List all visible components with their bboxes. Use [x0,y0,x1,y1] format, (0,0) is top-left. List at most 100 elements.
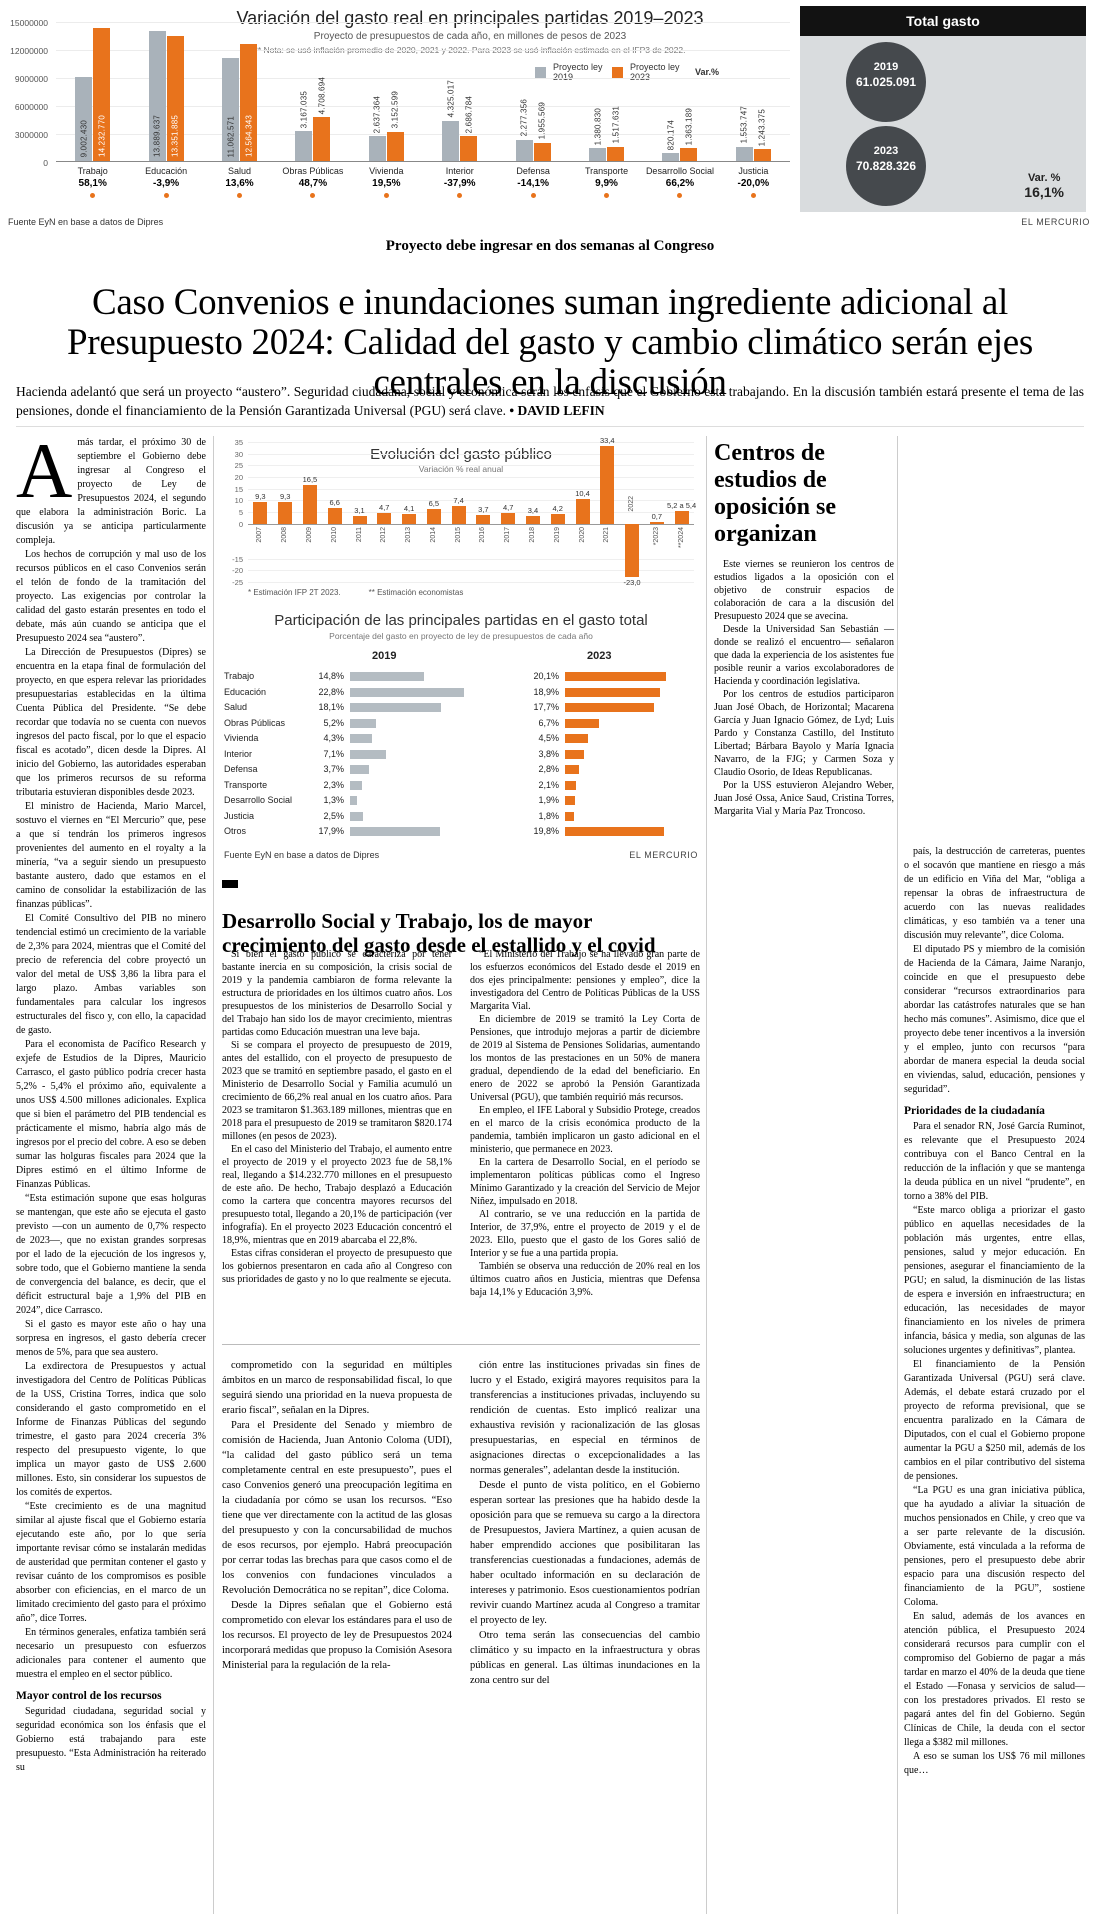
bar-cell: 820.174 [662,22,680,161]
bar-group: 2.637.364 3.152.599 [350,22,423,161]
value-label: 6,6 [329,498,340,508]
category-cell: Desarrollo Social 66,2% [643,166,716,198]
var-dot-icon [677,193,683,198]
paragraph: Desde la Universidad San Sebastián —dond… [714,624,894,687]
bar-2023 [93,28,111,161]
bar-2019 [350,749,386,759]
value-label: 7,4 [453,496,464,506]
byline: • DAVID LEFIN [509,403,605,418]
legend-label-var: Var.% [695,67,720,77]
gridline [56,22,790,23]
bar-2019 [368,136,386,161]
gridline [56,106,790,107]
paragraph: El diputado PS y miembro de la comisión … [904,944,1085,1095]
value-label: 3.152.599 [390,91,400,129]
var-dot-icon [310,193,316,198]
paragraph: A eso se suman los US$ 76 mil millones q… [904,1751,1085,1776]
var-percent: 66,2% [665,178,695,189]
bar-2019 [350,718,376,728]
top-chart-subtitle: Proyecto de presupuestos de cada año, en… [313,31,627,42]
source-note: Fuente EyN en base a datos de Dipres [8,217,164,227]
x-tick-label: 2008 [281,526,289,543]
legend-swatch-2023-icon [612,66,623,78]
gridline [248,453,694,455]
gridline [248,582,694,583]
participation-header-2019: 2019 [372,650,397,662]
x-tick-label: *2023 [652,526,660,545]
value-label: 16,5 [302,475,318,485]
sidebar-headline: Centros de estudios de oposición se orga… [714,440,837,547]
paragraph: país, la destrucción de carreteras, puen… [904,846,1085,941]
bar-cell: 4.325.017 [442,22,460,161]
value-label: 3,1 [354,506,365,516]
value-label: 4,1 [403,504,415,514]
legend-label-2023: Proyecto ley 2023 [630,62,680,82]
category-label: Salud [228,166,252,176]
value-label: 1.243.375 [757,109,767,147]
bar-group: 4.325.017 2.686.784 [423,22,496,161]
value-label: 3,4 [527,505,539,515]
bar-2023 [565,796,575,805]
bar-cell: 2.277.356 [515,22,533,161]
value-2019: 22,8% [318,686,344,697]
bar-2010 [327,508,342,524]
bar-cell: 13.351.885 [166,22,184,161]
y-tick-label: 35 [234,438,243,447]
table-row: Educación 22,8% 18,9% [222,684,700,700]
bar-2019 [442,120,460,161]
value-label: 13.889.637 [152,114,162,157]
category-label: Justicia [224,810,255,821]
footnote-1: * Estimación IFP 2T 2023. [248,588,341,597]
bar-2023 [313,117,331,161]
value-label: 4,7 [502,502,514,512]
bar-2023 [565,718,599,728]
value-2019: 7,1% [323,748,344,759]
bar-2019 [515,139,533,161]
article-column-5: país, la destrucción de carreteras, puen… [904,845,1085,1778]
table-row: Defensa 3,7% 2,8% [222,761,700,777]
y-tick-label: 30 [234,449,243,459]
total-2023-year: 2023 [873,145,899,157]
value-label: 1.380.830 [593,107,603,146]
value-label: 2.686.784 [464,95,474,133]
value-2019: 4,3% [323,733,344,743]
top-chart-plot: 9.002.430 14.232.770 13.889.637 13.351.885 1… [56,22,790,162]
total-2019-year: 2019 [873,61,899,73]
x-tick-label: 2015 [454,526,462,543]
bar-2020 [575,499,590,524]
gridline [248,523,694,525]
bar-2019 [350,687,464,697]
divider [16,426,1084,427]
column-rule [706,436,707,1914]
value-2023: 2,1% [538,779,559,790]
paragraph: “Esta estimación supone que esas holgura… [16,1193,206,1316]
bar-2019 [222,57,240,161]
legend-swatch-2019-icon [535,66,546,78]
paragraph: En diciembre de 2019 se tramitó la Ley C… [470,1014,700,1103]
total-var: Var. % 16,1% [1024,172,1064,200]
top-infographic: Variación del gasto real en principales … [0,0,1100,234]
bar-2024 [674,511,689,524]
footnote-2: ** Estimación economistas [368,588,464,597]
category-label: Justicia [738,166,769,176]
category-cell: Obras Públicas 48,7% [276,166,349,198]
value-label: 4.708.694 [317,76,327,115]
y-tick-label: -20 [232,566,243,576]
y-tick-label: 0 [238,519,243,529]
paragraph: Desde el punto de vista político, en el … [470,1480,700,1626]
value-2023: 6,7% [538,717,559,728]
bar-cell: 3.152.599 [386,22,404,161]
category-cell: Trabajo 58,1% [56,166,129,198]
publication-credit: EL MERCURIO [1021,217,1090,227]
continuation-colA: comprometido con la seguridad en múltipl… [222,1358,452,1688]
bar-group: 11.062.571 12.564.343 [203,22,276,161]
value-2023: 3,8% [538,748,559,759]
col5-part2: Para el senador RN, José García Ruminot,… [904,1120,1085,1778]
paragraph: “Este crecimiento es de una magnitud sim… [16,1501,206,1624]
total-2023-value: 70.828.326 [855,159,917,173]
col5-part1: país, la destrucción de carreteras, puen… [904,845,1085,1097]
bar-2013 [402,514,417,524]
sidebar-text: Este viernes se reunieron los centros de… [714,558,894,818]
category-label: Vivienda [224,733,259,743]
value-label: 3,7 [478,505,489,515]
